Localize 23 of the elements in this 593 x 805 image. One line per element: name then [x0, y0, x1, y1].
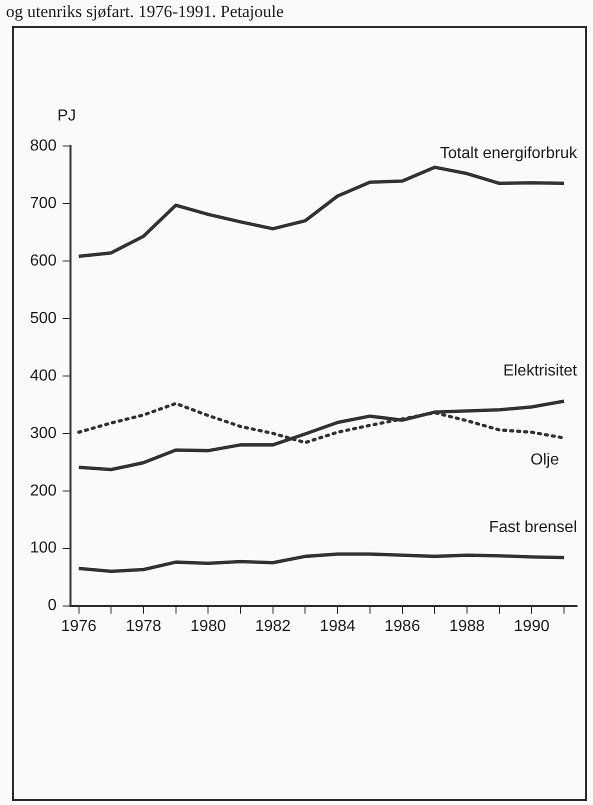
series-label: Totalt energiforbruk	[440, 144, 578, 162]
y-tick-label: 100	[30, 540, 57, 557]
x-tick-label: 1986	[384, 618, 420, 635]
y-tick-label: 300	[30, 424, 57, 442]
x-tick-label: 1982	[255, 618, 291, 635]
y-axis-title: PJ	[57, 107, 76, 124]
y-tick-label: 500	[30, 310, 57, 327]
x-tick-label: 1984	[320, 618, 356, 635]
y-tick-label: 200	[30, 482, 57, 500]
y-tick-label: 600	[30, 252, 57, 270]
x-tick-label: 1980	[190, 618, 226, 635]
series-label: Elektrisitet	[503, 362, 578, 380]
x-tick-label: 1976	[60, 618, 97, 635]
y-tick-label: 0	[48, 597, 57, 614]
y-tick-label: 700	[30, 194, 57, 212]
x-tick-label: 1978	[126, 618, 162, 635]
x-tick-label: 1990	[514, 618, 550, 635]
series-label: Fast brensel	[488, 518, 577, 536]
y-tick-label: 800	[30, 137, 57, 154]
x-tick-label: 1988	[449, 618, 485, 635]
series-label: Olje	[530, 451, 560, 468]
y-tick-label: 400	[30, 367, 57, 384]
chart-title: og utenriks sjøfart. 1976-1991. Petajoule	[5, 1, 285, 23]
